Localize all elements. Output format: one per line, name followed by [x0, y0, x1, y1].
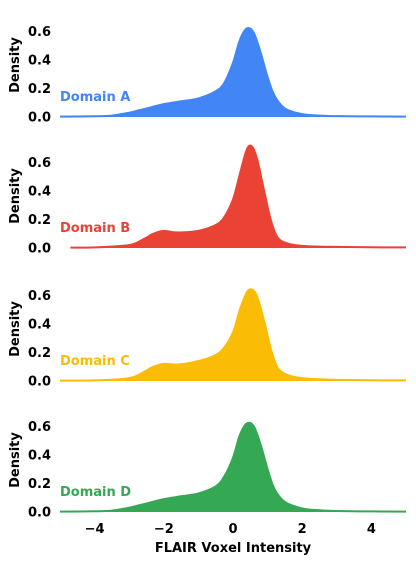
density-area-2	[70, 145, 406, 248]
y-tick-label: 0.2	[28, 213, 51, 228]
y-tick-label: 0.0	[28, 242, 51, 257]
density-line-2	[70, 144, 407, 249]
y-tick-label: 0.0	[28, 375, 51, 390]
x-tick-label: 0	[228, 522, 237, 537]
y-tick-label: 0.2	[28, 82, 51, 97]
density-area-1	[60, 28, 406, 117]
y-tick-label: 0.4	[28, 184, 51, 199]
density-area-4	[60, 422, 406, 512]
x-tick-label: 2	[298, 522, 307, 537]
x-tick-label: 4	[367, 522, 376, 537]
domain-label: Domain A	[60, 90, 130, 105]
y-tick-label: 0.6	[28, 25, 51, 40]
density-line-1	[59, 27, 407, 118]
y-tick-label: 0.4	[28, 317, 51, 332]
y-axis-label: Density	[8, 168, 23, 224]
domain-label: Domain B	[60, 221, 130, 236]
x-tick-label: −2	[154, 522, 174, 537]
y-tick-label: 0.6	[28, 289, 51, 304]
y-tick-label: 0.6	[28, 420, 51, 435]
y-axis-label: Density	[8, 301, 23, 357]
y-axis-label: Density	[8, 432, 23, 488]
density-line-4	[59, 421, 407, 513]
x-axis-label: FLAIR Voxel Intensity	[155, 541, 312, 556]
y-axis-label: Density	[8, 37, 23, 93]
y-tick-label: 0.0	[28, 506, 51, 521]
domain-label: Domain D	[60, 485, 131, 500]
y-tick-label: 0.2	[28, 346, 51, 361]
y-tick-label: 0.4	[28, 448, 51, 463]
y-tick-label: 0.4	[28, 53, 51, 68]
x-tick-label: −4	[85, 522, 105, 537]
y-tick-label: 0.0	[28, 111, 51, 126]
density-area-3	[60, 289, 406, 381]
density-line-3	[59, 288, 407, 382]
y-tick-label: 0.2	[28, 477, 51, 492]
domain-label: Domain C	[60, 354, 130, 369]
y-tick-label: 0.6	[28, 156, 51, 171]
